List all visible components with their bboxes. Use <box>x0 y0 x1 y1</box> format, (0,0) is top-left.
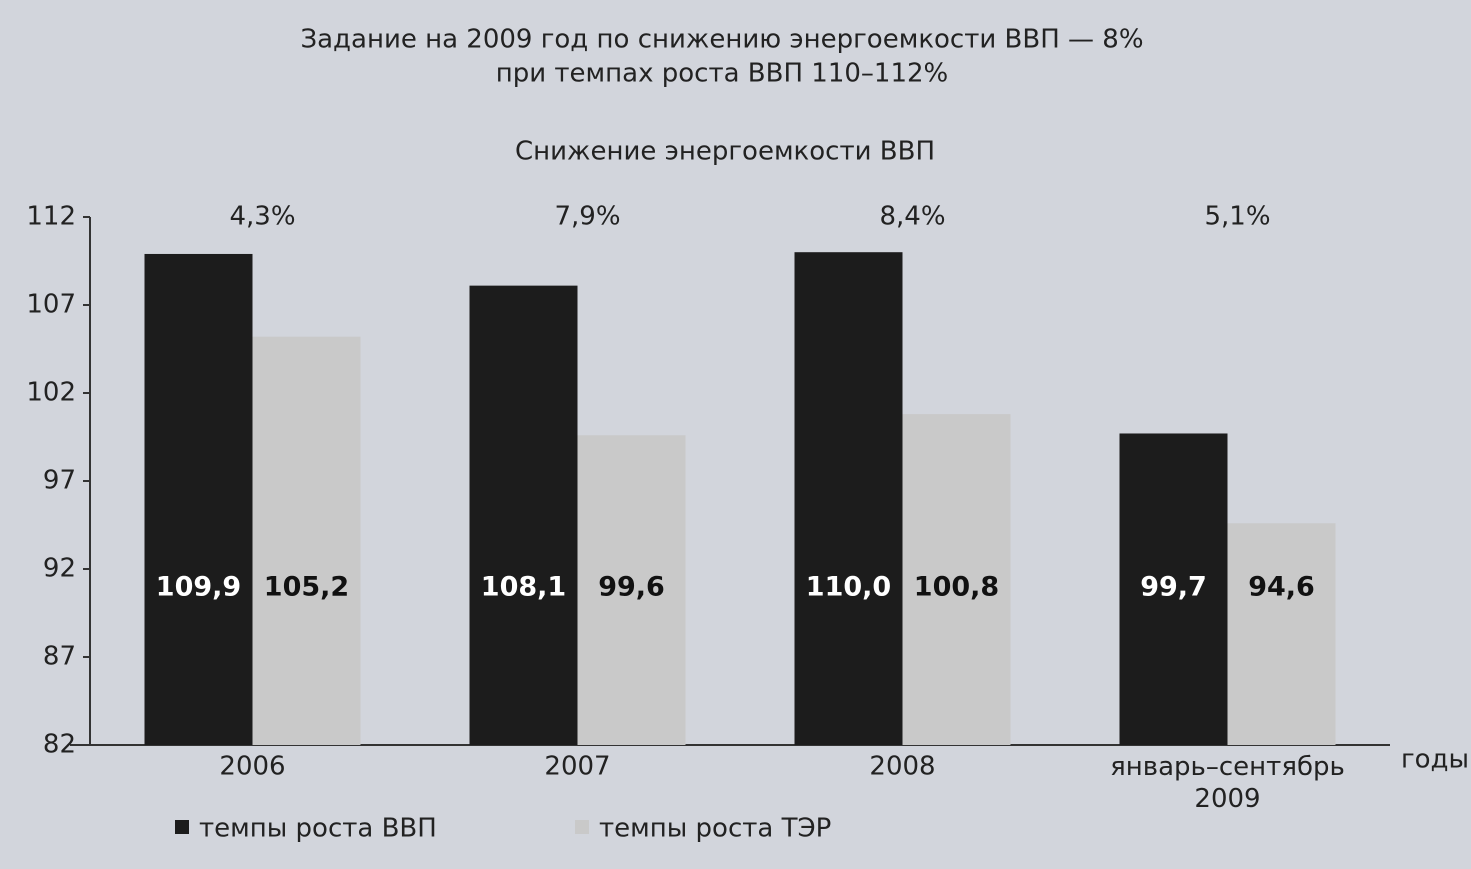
bar <box>144 253 253 745</box>
x-axis-label: годы <box>1401 745 1469 775</box>
legend-label: темпы роста ВВП <box>199 814 437 844</box>
y-tick-label: 107 <box>26 290 76 320</box>
category-annotation: 7,9% <box>554 202 620 232</box>
y-tick-label: 92 <box>43 554 76 584</box>
value-label: 99,7 <box>1140 572 1207 603</box>
chart-title: при темпах роста ВВП 110–112% <box>496 59 949 89</box>
chart-subtitle: Снижение энергоемкости ВВП <box>515 137 935 167</box>
x-tick-label: 2006 <box>219 752 285 782</box>
y-tick-label: 82 <box>43 730 76 760</box>
bar <box>1227 523 1336 745</box>
x-tick-label: 2008 <box>869 752 935 782</box>
y-tick-label: 97 <box>43 466 76 496</box>
bar <box>1119 433 1228 745</box>
y-tick-label: 87 <box>43 642 76 672</box>
y-tick-label: 102 <box>26 378 76 408</box>
category-annotation: 5,1% <box>1204 202 1270 232</box>
legend-swatch <box>175 820 189 834</box>
x-tick-label: 2007 <box>544 752 610 782</box>
bar <box>902 414 1011 745</box>
chart-title: Задание на 2009 год по снижению энергоем… <box>300 25 1143 55</box>
value-label: 99,6 <box>598 572 665 603</box>
x-tick-label: январь–сентябрь 2009 <box>1110 752 1345 814</box>
bar <box>469 285 578 745</box>
legend-swatch <box>575 820 589 834</box>
legend-label: темпы роста ТЭР <box>599 814 831 844</box>
y-tick-label: 112 <box>26 202 76 232</box>
bar <box>794 252 903 745</box>
value-label: 100,8 <box>914 572 999 603</box>
bar <box>252 336 361 745</box>
bar <box>577 435 686 745</box>
value-label: 105,2 <box>264 572 349 603</box>
category-annotation: 8,4% <box>879 202 945 232</box>
value-label: 109,9 <box>156 572 241 603</box>
value-label: 110,0 <box>806 572 891 603</box>
category-annotation: 4,3% <box>229 202 295 232</box>
value-label: 94,6 <box>1248 572 1315 603</box>
value-label: 108,1 <box>481 572 566 603</box>
